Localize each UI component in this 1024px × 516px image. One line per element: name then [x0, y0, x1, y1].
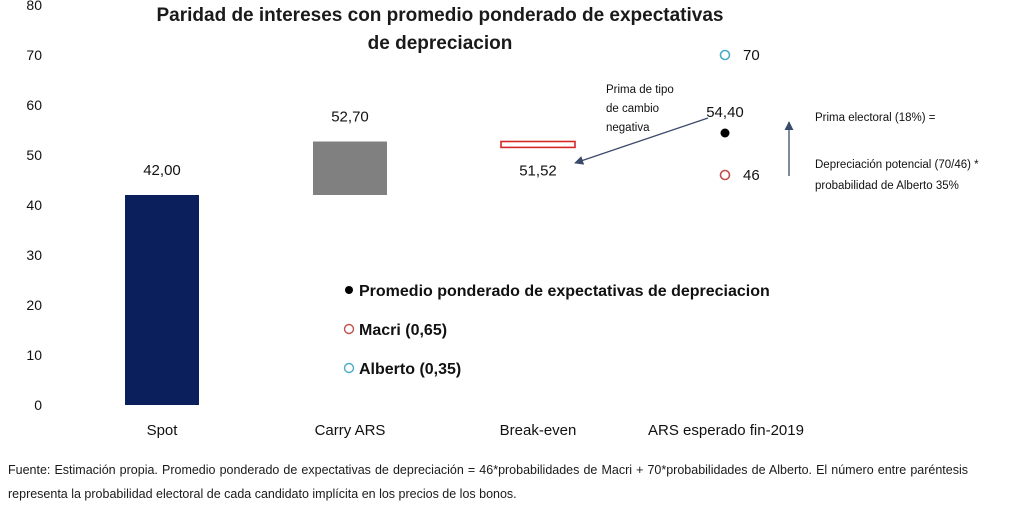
- bar-spot: [125, 195, 199, 405]
- y-tick-label: 40: [26, 197, 42, 213]
- data-label: 70: [743, 47, 760, 64]
- annotation-prima-tipo-line-1: Prima de tipo: [606, 84, 674, 96]
- bar-carry-ars: [313, 141, 387, 195]
- y-tick-label: 30: [26, 247, 42, 263]
- point-open: [719, 49, 731, 61]
- x-category-label: ARS esperado fin-2019: [648, 422, 804, 439]
- x-axis-categories: Spot Carry ARS Break-even ARS esperado fin-…: [147, 422, 804, 439]
- y-tick-label: 80: [26, 0, 42, 13]
- annotation-prima-tipo-line-3: negativa: [606, 122, 650, 134]
- y-tick-label: 50: [26, 147, 42, 163]
- data-label: 51,52: [519, 162, 557, 179]
- legend-label: Macri (0,65): [359, 322, 447, 339]
- legend-label: Alberto (0,35): [359, 361, 461, 378]
- annotation-prima-electoral-text: Prima electoral (18%) =: [815, 112, 936, 124]
- annotation-depreciacion-line-1: Depreciación potencial (70/46) *: [815, 159, 979, 171]
- y-tick-label: 10: [26, 347, 42, 363]
- x-category-label: Carry ARS: [315, 422, 386, 439]
- data-label: 52,70: [331, 109, 369, 126]
- chart-title-line-2: de depreciacion: [367, 33, 513, 54]
- legend: Promedio ponderado de expectativas de de…: [343, 283, 770, 378]
- y-tick-label: 70: [26, 47, 42, 63]
- x-category-label: Spot: [147, 422, 179, 439]
- data-label: 54,40: [706, 104, 744, 121]
- footnote: Fuente: Estimación propia. Promedio pond…: [8, 463, 968, 501]
- annotation-depreciacion-line-2: probabilidad de Alberto 35%: [815, 180, 959, 192]
- data-label: 46: [743, 167, 760, 184]
- data-label: 42,00: [143, 162, 181, 179]
- y-tick-label: 20: [26, 297, 42, 313]
- y-tick-label: 60: [26, 97, 42, 113]
- annotation-prima-electoral: Prima electoral (18%) = Depreciación pot…: [784, 112, 979, 192]
- point-open: [719, 169, 731, 181]
- legend-marker: [343, 362, 355, 374]
- points: 70 54,40 46: [706, 47, 759, 184]
- chart-title-line-1: Paridad de intereses con promedio ponder…: [156, 5, 724, 26]
- bar-break-even: [500, 140, 576, 149]
- chart: 0 10 20 30 40 50 60 70 80 42,00 52,70 51,52 70 54,4…: [26, 0, 979, 439]
- legend-marker: [345, 286, 353, 294]
- point-promedio: [720, 128, 730, 138]
- legend-marker: [343, 323, 355, 335]
- x-category-label: Break-even: [500, 422, 577, 439]
- annotation-prima-tipo: Prima de tipo de cambio negativa: [574, 84, 709, 165]
- y-tick-label: 0: [34, 397, 42, 413]
- bars: 42,00 52,70 51,52: [125, 109, 576, 405]
- annotation-prima-tipo-line-2: de cambio: [606, 103, 659, 115]
- y-axis: 0 10 20 30 40 50 60 70 80: [26, 0, 42, 413]
- prima-tipo-arrow: [574, 117, 709, 165]
- legend-label: Promedio ponderado de expectativas de de…: [359, 283, 770, 300]
